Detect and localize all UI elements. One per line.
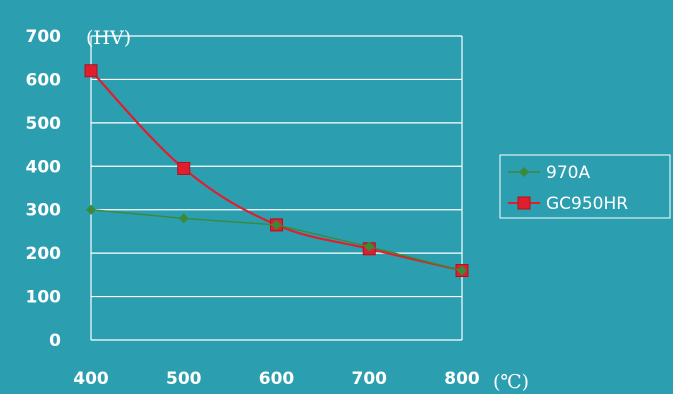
y-tick-label: 100 bbox=[26, 288, 62, 308]
series-lines bbox=[84, 64, 469, 278]
x-tick-label: 600 bbox=[259, 369, 295, 389]
y-tick-label: 700 bbox=[26, 27, 62, 47]
y-tick-label: 300 bbox=[26, 201, 62, 221]
data-point-GC950HR-500 bbox=[177, 161, 191, 175]
data-point-970A-700 bbox=[364, 241, 375, 252]
y-unit-label: (HV) bbox=[86, 27, 131, 49]
data-point-GC950HR-400 bbox=[84, 64, 98, 78]
legend-marker-GC950HR bbox=[517, 196, 531, 210]
legend-label-GC950HR: GC950HR bbox=[546, 194, 628, 214]
legend-marker-970A bbox=[519, 167, 529, 177]
data-point-970A-400 bbox=[86, 204, 96, 215]
y-tick-label: 200 bbox=[26, 244, 62, 264]
x-unit-label: (℃) bbox=[493, 371, 529, 393]
data-point-970A-800 bbox=[457, 265, 467, 276]
y-tick-label: 500 bbox=[26, 114, 62, 134]
x-tick-label: 700 bbox=[352, 369, 388, 389]
data-point-970A-500 bbox=[178, 213, 189, 224]
legend: 970A GC950HR bbox=[499, 154, 671, 219]
grid bbox=[90, 35, 463, 341]
legend-box bbox=[499, 154, 671, 219]
tick-labels: 0 100 200 300 400 500 600 700 400 500 600 700 800 bbox=[26, 27, 480, 389]
y-tick-label: 600 bbox=[26, 70, 62, 90]
x-tick-label: 400 bbox=[73, 369, 109, 389]
y-tick-label: 400 bbox=[26, 157, 62, 177]
x-tick-label: 800 bbox=[444, 369, 480, 389]
data-point-970A-600 bbox=[271, 219, 282, 230]
legend-label-970A: 970A bbox=[546, 163, 590, 183]
x-tick-label: 500 bbox=[166, 369, 202, 389]
y-tick-label: 0 bbox=[49, 331, 61, 351]
